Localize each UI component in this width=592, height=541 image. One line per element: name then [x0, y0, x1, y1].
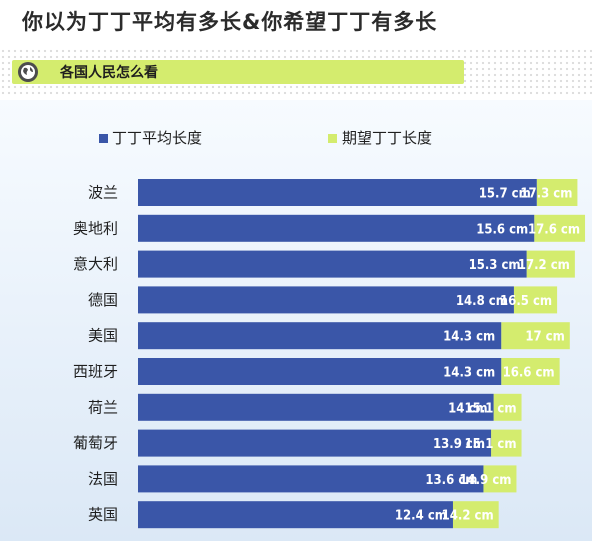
category-label: 德国	[88, 291, 118, 309]
category-label: 波兰	[88, 184, 118, 202]
data-label-average: 15.3 cm	[469, 258, 521, 273]
bar-desired	[513, 286, 558, 314]
legend-swatch-desired	[328, 134, 337, 143]
bar-average	[138, 465, 484, 493]
category-label: 葡萄牙	[73, 434, 118, 452]
data-label-desired: 16.6 cm	[503, 366, 555, 381]
bar-average	[138, 393, 494, 421]
bar-desired	[534, 214, 586, 242]
bar-desired	[536, 179, 578, 206]
bar-average	[138, 358, 502, 385]
data-label-desired: 17.3 cm	[520, 187, 572, 202]
data-label-average: 15.6 cm	[476, 222, 528, 237]
legend-label-average: 丁丁平均长度	[112, 129, 203, 147]
category-label: 英国	[88, 506, 118, 524]
globe-icon	[18, 62, 38, 82]
bar-average	[138, 214, 535, 242]
bar-desired	[501, 358, 560, 385]
data-label-desired: 15.1 cm	[464, 437, 516, 452]
legend-swatch-average	[99, 134, 108, 143]
bar-desired	[483, 465, 517, 493]
bar-average	[138, 501, 453, 529]
bar-desired	[452, 501, 499, 529]
bar-average	[138, 286, 514, 314]
bar-average	[138, 429, 492, 457]
data-label-average: 13.6 cm	[425, 473, 477, 488]
data-label-desired: 14.2 cm	[442, 509, 494, 524]
bar-average	[138, 179, 537, 206]
category-label: 意大利	[73, 255, 118, 273]
page-title: 你以为丁丁平均有多长&你希望丁丁有多长	[22, 10, 438, 34]
data-label-average: 14.8 cm	[456, 294, 508, 309]
data-label-average: 13.9 cm	[433, 437, 485, 452]
data-label-desired: 17 cm	[525, 330, 564, 345]
category-label: 法国	[88, 470, 118, 488]
data-label-average: 12.4 cm	[395, 509, 447, 524]
bar-average	[138, 250, 527, 278]
data-label-average: 14 cm	[448, 401, 487, 416]
bar-desired	[501, 322, 570, 350]
data-label-desired: 15.1 cm	[464, 401, 516, 416]
bar-desired	[493, 393, 522, 421]
subtitle: 各国人民怎么看	[60, 65, 158, 81]
data-label-desired: 17.6 cm	[528, 222, 580, 237]
bar-desired	[491, 429, 522, 457]
subtitle-bar	[12, 60, 464, 84]
legend-label-desired: 期望丁丁长度	[342, 129, 433, 147]
data-label-average: 14.3 cm	[443, 366, 495, 381]
data-label-average: 15.7 cm	[479, 187, 531, 202]
category-label: 奥地利	[73, 219, 118, 237]
data-label-average: 14.3 cm	[443, 330, 495, 345]
bar-average	[138, 322, 502, 350]
category-label: 荷兰	[88, 398, 118, 416]
category-label: 西班牙	[73, 363, 118, 381]
data-label-desired: 16.5 cm	[500, 294, 552, 309]
data-label-desired: 14.9 cm	[459, 473, 511, 488]
data-label-desired: 17.2 cm	[518, 258, 570, 273]
category-label: 美国	[88, 327, 118, 345]
bar-desired	[526, 250, 575, 278]
